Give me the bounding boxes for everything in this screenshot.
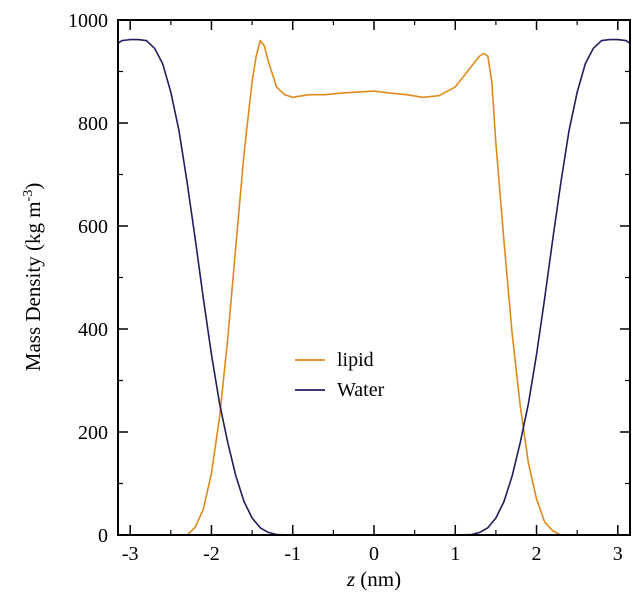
y-axis-title: Mass Density (kg m-3) [21, 183, 45, 371]
y-tick-label: 400 [78, 319, 108, 341]
x-tick-label: 0 [369, 543, 379, 565]
x-tick-label: 1 [450, 543, 460, 565]
legend: lipid Water [295, 349, 385, 401]
x-tick-label: 3 [613, 543, 623, 565]
y-tick-label: 600 [78, 216, 108, 238]
x-axis-title: z (nm) [346, 567, 401, 591]
y-tick-label: 800 [78, 113, 108, 135]
y-tick-label: 1000 [68, 10, 108, 32]
y-tick-label: 200 [78, 422, 108, 444]
legend-label-lipid: lipid [337, 349, 374, 371]
x-tick-label: -2 [203, 543, 220, 565]
ticks-layer: 0 200 400 600 800 1000 -3 -2 -1 0 1 2 3 [68, 10, 630, 565]
x-tick-label: 2 [532, 543, 542, 565]
x-tick-label: -1 [284, 543, 301, 565]
y-tick-label: 0 [98, 525, 108, 547]
legend-label-water: Water [337, 379, 385, 401]
series-line-lipid [118, 39, 630, 536]
x-tick-label: -3 [122, 543, 139, 565]
